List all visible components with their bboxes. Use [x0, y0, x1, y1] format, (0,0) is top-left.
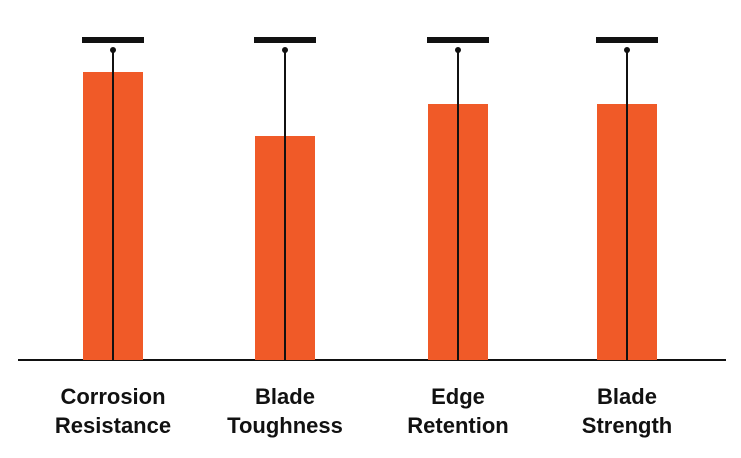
category-label: Edge [431, 384, 485, 409]
category-label: Blade [255, 384, 315, 409]
max-cap [82, 37, 144, 43]
marker-dot [282, 47, 288, 53]
category-label: Resistance [55, 413, 171, 438]
max-cap [254, 37, 316, 43]
category-label: Blade [597, 384, 657, 409]
category-label: Strength [582, 413, 672, 438]
marker-dot [624, 47, 630, 53]
bars-layer [82, 37, 658, 360]
max-cap [427, 37, 489, 43]
marker-dot [455, 47, 461, 53]
category-label: Corrosion [60, 384, 165, 409]
max-cap [596, 37, 658, 43]
category-label: Retention [407, 413, 508, 438]
category-label: Toughness [227, 413, 343, 438]
category-labels: Corrosion Resistance Blade Toughness Edge Ret… [55, 384, 672, 438]
marker-dot [110, 47, 116, 53]
